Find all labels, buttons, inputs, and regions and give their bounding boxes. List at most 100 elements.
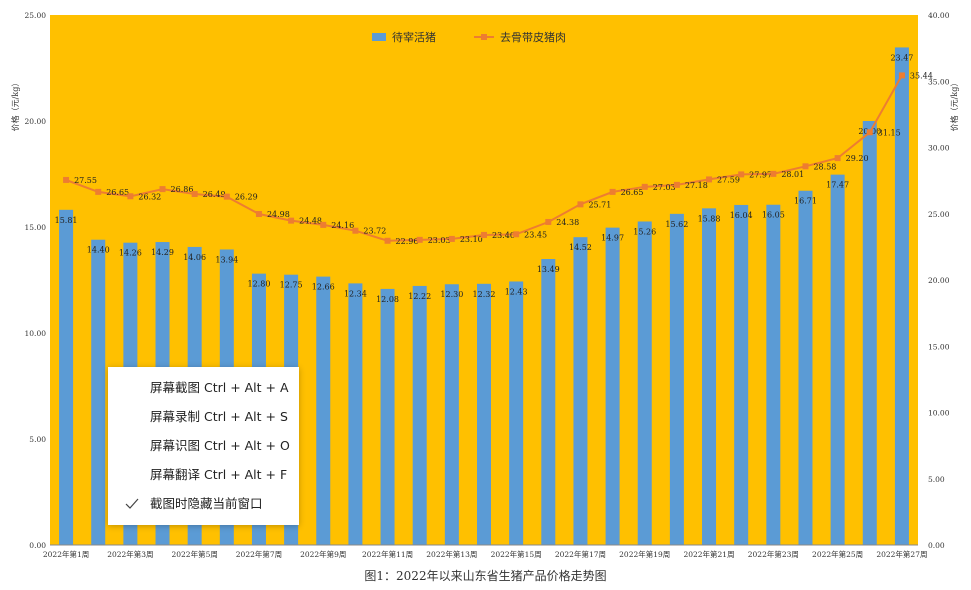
menu-item-screen-translate[interactable]: 屏幕翻译 Ctrl + Alt + F [108,463,299,487]
line-label-4: 26.86 [171,185,194,194]
x-tick-label-3: 2022年第5周 [171,549,217,559]
bar-label-1: 15.81 [55,216,78,225]
right-tick-label-7: 35.00 [928,77,950,86]
bar-11 [380,288,395,545]
x-tick-label-7: 2022年第13周 [426,549,477,559]
right-tick-label-5: 25.00 [928,210,950,219]
bar-label-21: 15.88 [698,214,721,223]
menu-item-label: 截图时隐藏当前窗口 [150,496,263,511]
bar-9 [316,276,331,545]
bar-label-13: 12.30 [440,290,463,299]
right-tick-label-3: 15.00 [928,342,950,351]
bar-label-2: 14.40 [87,246,110,255]
right-tick-label-6: 30.00 [928,144,950,153]
bar-label-15: 12.43 [505,287,528,296]
bar-14 [477,283,491,545]
left-tick-label-1: 5.00 [29,435,46,444]
line-point-25 [834,155,841,162]
right-tick-label-2: 10.00 [928,409,950,418]
bar-24 [798,190,813,546]
bar-label-10: 12.34 [344,289,367,298]
menu-item-label: 屏幕截图 Ctrl + Alt + A [150,380,289,395]
line-label-12: 23.03 [428,236,451,245]
line-point-26 [866,129,873,136]
line-point-2 [95,188,102,195]
line-label-7: 24.98 [267,210,290,219]
line-label-23: 28.01 [781,170,804,179]
line-point-16 [545,218,552,225]
x-tick-label-11: 2022年第21周 [683,549,734,559]
legend-label-bar: 待宰活猪 [392,30,436,44]
line-point-13 [448,235,455,242]
x-tick-label-4: 2022年第7周 [236,549,282,559]
x-tick-label-6: 2022年第11周 [362,549,413,559]
bar-label-7: 12.80 [248,280,271,289]
bar-1 [59,209,74,545]
x-tick-label-10: 2022年第19周 [619,549,670,559]
line-label-21: 27.59 [717,175,740,184]
menu-item-screen-record[interactable]: 屏幕录制 Ctrl + Alt + S [108,405,299,429]
bar-label-22: 16.04 [730,211,753,220]
menu-item-label: 屏幕翻译 Ctrl + Alt + F [150,467,288,482]
left-tick-label-5: 25.00 [25,11,47,20]
line-label-17: 25.71 [588,200,611,209]
left-tick-label-0: 0.00 [29,541,46,550]
line-point-4 [159,186,166,193]
bar-label-11: 12.08 [376,295,399,304]
left-tick-label-3: 15.00 [25,223,47,232]
line-label-10: 23.72 [363,227,386,236]
line-point-27 [898,72,905,79]
bar-19 [637,221,652,545]
left-axis-label: 价格（元/kg） [10,79,20,132]
figure-caption: 图1：2022年以来山东省生猪产品价格走势图 [364,569,607,583]
line-label-5: 26.49 [203,190,226,199]
bar-17 [573,237,588,545]
line-point-18 [609,188,616,195]
line-point-3 [127,193,134,200]
left-tick-label-4: 20.00 [25,117,47,126]
bar-label-12: 12.22 [408,292,431,301]
line-label-2: 26.65 [106,188,129,197]
bar-12 [412,285,427,545]
x-tick-label-13: 2022年第25周 [812,549,863,559]
menu-item-screenshot[interactable]: 屏幕截图 Ctrl + Alt + A [108,376,299,400]
x-tick-label-2: 2022年第3周 [107,549,153,559]
bar-23 [766,204,781,546]
bar-26 [862,121,877,545]
line-label-3: 26.32 [138,192,161,201]
bar-label-5: 14.06 [183,253,206,262]
x-tick-label-8: 2022年第15周 [491,549,542,559]
bar-15 [509,281,524,545]
line-point-6 [223,193,230,200]
line-label-13: 23.10 [460,235,483,244]
line-point-21 [706,176,713,183]
line-label-25: 29.20 [846,154,869,163]
left-tick-label-2: 10.00 [25,329,47,338]
line-point-9 [320,221,327,228]
right-axis-label: 价格（元/kg） [949,79,959,132]
line-label-6: 26.29 [235,193,258,202]
bar-20 [669,213,684,545]
line-point-5 [191,191,198,198]
line-point-7 [255,211,262,218]
right-tick-label-0: 0.00 [928,541,945,550]
bar-21 [702,208,717,545]
screenshot-context-menu: 屏幕截图 Ctrl + Alt + A 屏幕录制 Ctrl + Alt + S … [108,367,299,525]
bar-label-3: 14.26 [119,249,142,258]
bar-13 [444,284,459,545]
bar-label-16: 13.49 [537,265,560,274]
bar-10 [348,283,363,545]
bar-label-23: 16.05 [762,211,785,220]
bar-label-9: 12.66 [312,283,335,292]
bar-16 [541,259,556,545]
line-point-22 [738,171,745,178]
menu-item-screen-ocr[interactable]: 屏幕识图 Ctrl + Alt + O [108,434,299,458]
x-tick-label-14: 2022年第27周 [876,549,927,559]
menu-item-hide-window[interactable]: 截图时隐藏当前窗口 [108,492,299,516]
menu-item-label: 屏幕识图 Ctrl + Alt + O [150,438,290,453]
bar-22 [734,204,749,545]
bar-2 [91,239,106,545]
line-label-18: 26.65 [621,188,644,197]
line-label-14: 23.40 [492,231,515,240]
right-tick-label-1: 5.00 [928,475,945,484]
